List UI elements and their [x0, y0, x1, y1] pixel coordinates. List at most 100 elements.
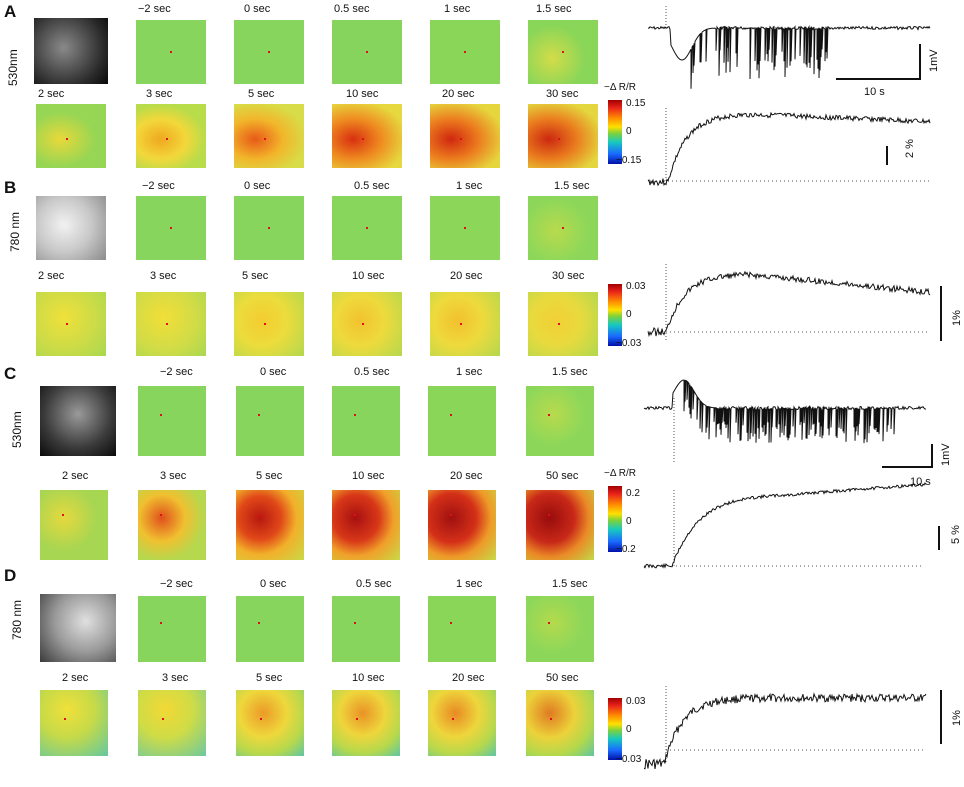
panel-c-frame [236, 490, 304, 560]
panel-b-optical-trace [647, 264, 931, 340]
panel-c-colorbar-min: −0.2 [616, 544, 636, 555]
panel-a-colorbar-max: 0.15 [626, 98, 646, 109]
panel-b-optical-scale-label: 1% [951, 310, 963, 326]
panel-a-time-label: 0 sec [244, 3, 271, 15]
panel-b-time-label: 3 sec [150, 270, 177, 282]
panel-d-frame [138, 596, 206, 662]
panel-b-frame [234, 292, 304, 356]
panel-b-optical-scale-bar [940, 286, 942, 341]
panel-a-colorbar-title: −Δ R/R [604, 82, 636, 93]
panel-c-frame [138, 490, 206, 560]
panel-c-time-label: 20 sec [450, 470, 483, 482]
panel-b-time-label: 30 sec [552, 270, 585, 282]
panel-b-frame [430, 196, 500, 260]
panel-d-colorbar [608, 698, 622, 760]
panel-b-time-label: 1.5 sec [554, 180, 590, 192]
panel-c-colorbar-mid: 0 [626, 516, 632, 527]
panel-c-ephys-trace [643, 379, 926, 464]
panel-d-frame [428, 690, 496, 756]
panel-d-colorbar-max: 0.03 [626, 696, 646, 707]
panel-a-frame [234, 104, 304, 168]
panel-c-time-label: 0 sec [260, 366, 287, 378]
panel-b-frame [234, 196, 304, 260]
panel-b-frame [528, 292, 598, 356]
panel-c-time-label: 2 sec [62, 470, 89, 482]
panel-b-colorbar [608, 284, 622, 346]
panel-d-colorbar-min: −0.03 [616, 754, 642, 765]
panel-d-optical-scale-bar [940, 690, 942, 744]
panel-c-voltage-scale-bar [931, 444, 933, 468]
panel-b-time-label: 10 sec [352, 270, 385, 282]
panel-a-time-label: 2 sec [38, 88, 65, 100]
panel-a-time-label: 0.5 sec [334, 3, 370, 15]
panel-c-optical-trace [643, 482, 927, 569]
panel-d-frame [40, 690, 108, 756]
panel-b-frame [332, 196, 402, 260]
panel-c-optical-scale-bar [938, 526, 940, 550]
panel-b-frame [528, 196, 598, 260]
panel-c-frame [526, 490, 594, 560]
panel-a-frame [528, 20, 598, 84]
panel-a-ephys-trace [647, 6, 931, 89]
panel-d-colorbar-mid: 0 [626, 724, 632, 735]
panel-c-time-label: 50 sec [546, 470, 579, 482]
panel-b-time-label: 20 sec [450, 270, 483, 282]
panel-b-frame [136, 196, 206, 260]
panel-a-reference-photo [34, 18, 108, 84]
panel-a-frame [332, 20, 402, 84]
panel-c-frame [236, 386, 304, 456]
panel-label-b: B [4, 178, 17, 197]
panel-a-optical-scale-label: 2 % [904, 139, 916, 158]
panel-b-frame [36, 292, 106, 356]
panel-b-time-label: −2 sec [142, 180, 175, 192]
panel-a-voltage-scale-label: 1mV [928, 49, 940, 72]
panel-a-frame [36, 104, 106, 168]
panel-a-frame [136, 104, 206, 168]
panel-a-time-label: 1 sec [444, 3, 471, 15]
panel-b-colorbar-max: 0.03 [626, 281, 646, 292]
panel-c-frame [40, 490, 108, 560]
panel-a-colorbar-min: −0.15 [616, 155, 642, 166]
panel-d-time-label: 2 sec [62, 672, 89, 684]
panel-label-d: D [4, 566, 17, 585]
panel-c-time-label: −2 sec [160, 366, 193, 378]
panel-c-frame [332, 386, 400, 456]
panel-d-time-label: 1 sec [456, 578, 483, 590]
panel-d-frame [526, 690, 594, 756]
panel-d-frame [236, 690, 304, 756]
panel-d-frame [428, 596, 496, 662]
panel-d-wavelength: 780 nm [10, 599, 24, 640]
panel-c-colorbar-title: −Δ R/R [604, 468, 636, 479]
panel-c-time-label: 3 sec [160, 470, 187, 482]
panel-a-time-scale-bar [836, 78, 920, 80]
panel-label-c: C [4, 364, 17, 383]
panel-c-colorbar [608, 486, 622, 552]
panel-a-time-label: 30 sec [546, 88, 579, 100]
panel-d-time-label: 5 sec [256, 672, 283, 684]
panel-a-colorbar [608, 100, 622, 164]
panel-b-frame [332, 292, 402, 356]
panel-b-colorbar-mid: 0 [626, 309, 632, 320]
panel-a-time-label: −2 sec [138, 3, 171, 15]
panel-d-frame [526, 596, 594, 662]
panel-d-time-label: 0 sec [260, 578, 287, 590]
panel-d-frame [332, 596, 400, 662]
panel-b-time-label: 2 sec [38, 270, 65, 282]
panel-b-reference-photo [36, 196, 106, 260]
panel-a-frame [430, 104, 500, 168]
panel-d-time-label: 0.5 sec [356, 578, 392, 590]
panel-c-frame [138, 386, 206, 456]
panel-a-optical-trace [647, 108, 931, 187]
panel-b-time-label: 0 sec [244, 180, 271, 192]
panel-c-colorbar-max: 0.2 [626, 488, 640, 499]
panel-b-time-label: 1 sec [456, 180, 483, 192]
panel-d-optical-scale-label: 1% [951, 710, 963, 726]
panel-a-frame [136, 20, 206, 84]
panel-a-optical-scale-bar [886, 146, 888, 165]
panel-a-wavelength: 530nm [6, 49, 20, 86]
panel-c-wavelength: 530nm [10, 411, 24, 448]
panel-d-time-label: 50 sec [546, 672, 579, 684]
panel-b-time-label: 0.5 sec [354, 180, 390, 192]
panel-c-frame [332, 490, 400, 560]
panel-d-time-label: 1.5 sec [552, 578, 588, 590]
